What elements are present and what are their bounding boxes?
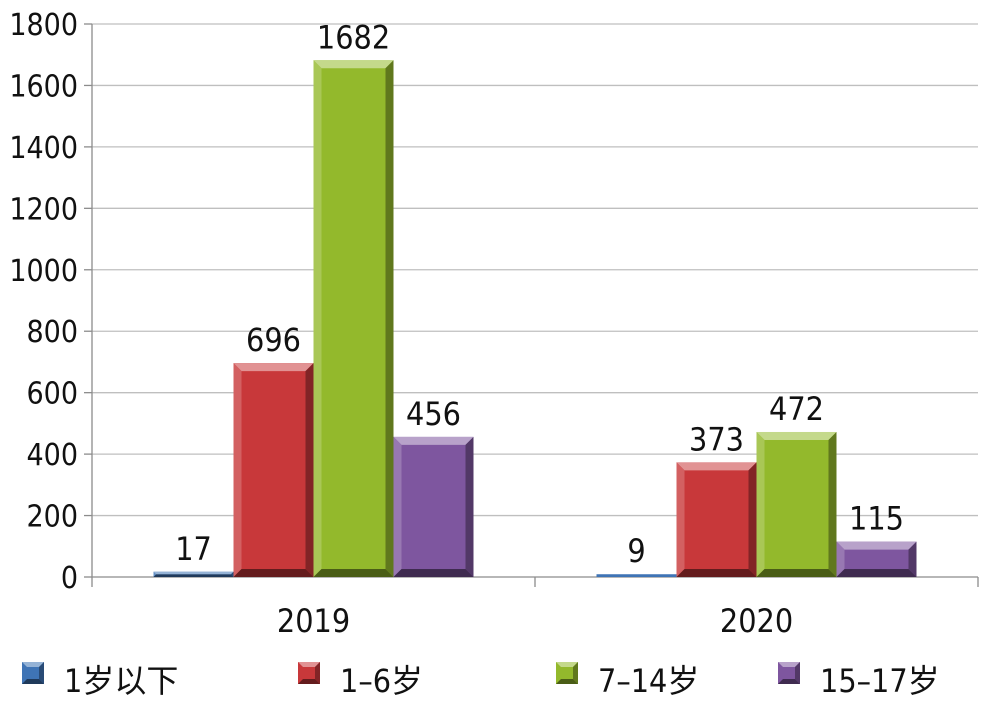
bar-bevel-bottom (836, 569, 917, 577)
legend-item: 1–6岁 (298, 662, 423, 700)
legend-swatch-bevel (298, 679, 320, 684)
bar-bevel-bottom (313, 569, 394, 577)
bar-bevel-left (153, 571, 157, 577)
bar (153, 571, 234, 577)
bar-bevel-right (305, 363, 314, 577)
y-tick-label: 1800 (9, 8, 78, 43)
bar-bevel-left (676, 462, 685, 577)
bars (153, 60, 917, 578)
bar-body (313, 60, 394, 578)
bar-value-label: 456 (406, 395, 461, 433)
bar-bevel-bottom (153, 574, 234, 577)
bar-bevel-top (756, 431, 837, 440)
legend-swatch-bevel (778, 679, 800, 684)
legend-swatch (22, 662, 44, 684)
bar (676, 462, 757, 577)
bar-body (756, 431, 837, 577)
bar-value-label: 9 (627, 532, 645, 570)
bar (756, 431, 837, 577)
legend-swatch-bevel (298, 662, 320, 667)
bar-bevel-left (836, 541, 845, 577)
legend-label: 7–14岁 (598, 662, 699, 700)
bar-bevel-top (153, 571, 234, 575)
bar-bevel-right (465, 436, 474, 577)
bar (596, 574, 677, 577)
bar-bevel-left (393, 436, 402, 577)
y-tick-label: 1400 (9, 131, 78, 166)
bar-bevel-right (385, 60, 394, 578)
axes: 0 200 400 600 800 1000 1200 1400 1600 1800 2019 202… (9, 8, 979, 640)
bar-bevel-top (836, 541, 917, 550)
legend-swatch-bevel (556, 662, 578, 667)
legend-swatch-bevel (39, 662, 44, 684)
bar (836, 541, 917, 577)
bar-bevel-bottom (676, 569, 757, 577)
y-tick-label: 200 (26, 500, 78, 535)
bar-value-label: 472 (769, 390, 824, 428)
bar-body (233, 363, 314, 577)
legend-item: 1岁以下 (22, 662, 178, 700)
bar-value-label: 373 (689, 420, 744, 458)
bar-bevel-top (313, 60, 394, 69)
legend-swatch-bevel (315, 662, 320, 684)
bar-bevel-top (676, 462, 757, 471)
data-labels: 17 696 1682 456 9 373 472 115 (175, 18, 904, 570)
legend-label: 1–6岁 (340, 662, 423, 700)
bar-value-label: 17 (175, 530, 212, 568)
bar-bevel-right (230, 571, 234, 577)
y-tick-label: 800 (26, 315, 78, 350)
bar-bevel-bottom (233, 569, 314, 577)
bar-bevel-bottom (393, 569, 474, 577)
y-tick-label: 400 (26, 438, 78, 473)
bar-bevel-right (828, 431, 837, 577)
bar (313, 60, 394, 578)
y-tick-label: 600 (26, 377, 78, 412)
y-tick-label: 0 (61, 561, 78, 596)
bar-bevel-right (908, 541, 917, 577)
x-category-label: 2019 (277, 602, 350, 640)
y-tick-label: 1600 (9, 69, 78, 104)
legend-swatch-bevel (795, 662, 800, 684)
legend-swatch-bevel (556, 679, 578, 684)
bar-bevel-left (756, 431, 765, 577)
bar-bevel-right (748, 462, 757, 577)
bar-bevel-bottom (756, 569, 837, 577)
legend-swatch-bevel (22, 679, 44, 684)
legend-swatch-bevel (573, 662, 578, 684)
bar-body (393, 436, 474, 577)
bar (233, 363, 314, 577)
legend-label: 1岁以下 (64, 662, 178, 700)
bar-bevel-left (313, 60, 322, 578)
legend: 1岁以下 1–6岁 7–14岁 15–17岁 (22, 662, 940, 700)
bar-bevel-left (233, 363, 242, 577)
y-tick-label: 1200 (9, 192, 78, 227)
legend-item: 7–14岁 (556, 662, 699, 700)
legend-swatch (556, 662, 578, 684)
legend-swatch (778, 662, 800, 684)
bar-bevel-top (393, 436, 474, 445)
bar-body (596, 574, 677, 577)
legend-swatch-bevel (778, 662, 800, 667)
legend-swatch-bevel (22, 662, 44, 667)
bar (393, 436, 474, 577)
legend-label: 15–17岁 (820, 662, 940, 700)
bar-body (676, 462, 757, 577)
x-category-label: 2020 (720, 602, 793, 640)
bar-value-label: 696 (246, 321, 301, 359)
bar-bevel-top (233, 363, 314, 372)
gridlines (92, 23, 978, 517)
y-tick-label: 1000 (9, 254, 78, 289)
legend-item: 15–17岁 (778, 662, 940, 700)
bar-value-label: 1682 (317, 18, 390, 56)
bar-value-label: 115 (849, 500, 904, 538)
legend-swatch (298, 662, 320, 684)
